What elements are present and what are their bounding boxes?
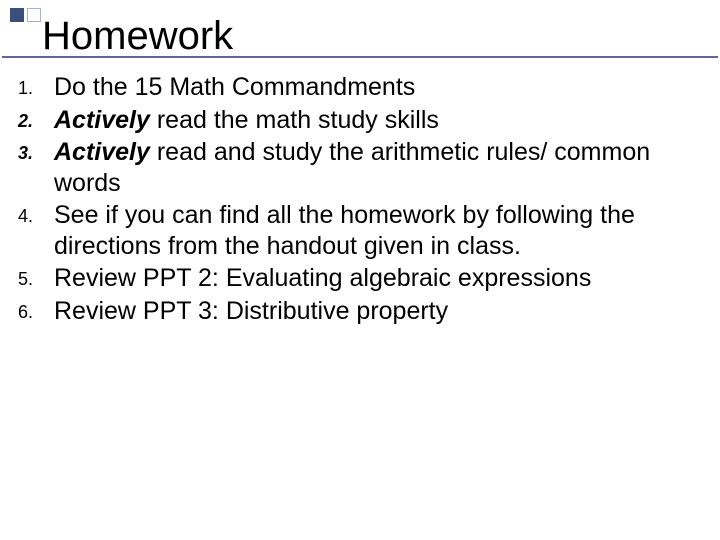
item-number: 5. [18,263,54,290]
item-text: See if you can find all the homework by … [54,200,712,261]
list-item: 4. See if you can find all the homework … [18,200,712,261]
item-text: Do the 15 Math Commandments [54,72,415,103]
item-text: Actively read and study the arithmetic r… [54,137,712,198]
item-number: 2. [18,105,54,132]
item-text: Actively read the math study skills [54,105,439,136]
list-item: 6. Review PPT 3: Distributive property [18,296,712,327]
list-item: 5. Review PPT 2: Evaluating algebraic ex… [18,263,712,294]
list-item: 1. Do the 15 Math Commandments [18,72,712,103]
corner-decoration [10,8,41,22]
list-item: 2. Actively read the math study skills [18,105,712,136]
slide-title: Homework [42,14,233,59]
item-number: 6. [18,296,54,323]
item-text: Review PPT 3: Distributive property [54,296,448,327]
homework-list: 1. Do the 15 Math Commandments 2. Active… [18,72,712,328]
title-underline [2,56,718,58]
item-number: 4. [18,200,54,227]
square-filled-icon [10,8,24,22]
item-text: Review PPT 2: Evaluating algebraic expre… [54,263,591,294]
item-number: 1. [18,72,54,99]
square-outline-icon [27,8,41,22]
item-number: 3. [18,137,54,164]
list-item: 3. Actively read and study the arithmeti… [18,137,712,198]
